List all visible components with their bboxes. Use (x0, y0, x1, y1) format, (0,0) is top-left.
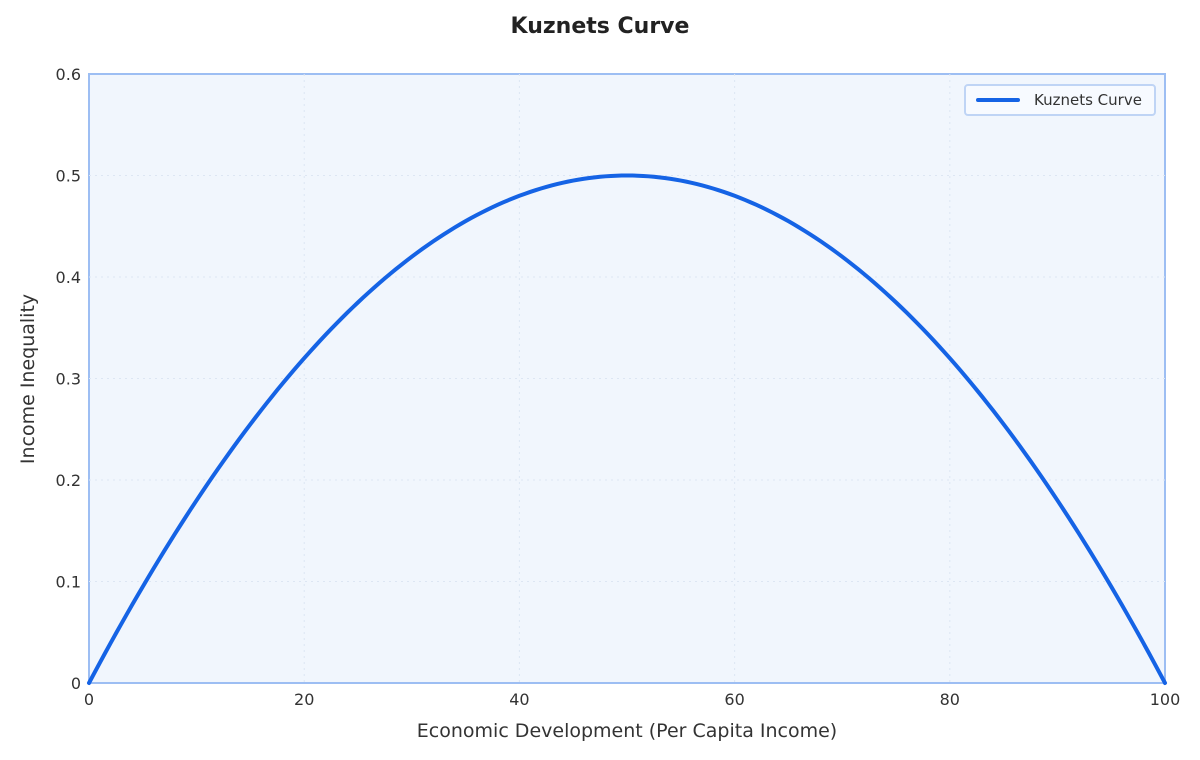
y-tick-label: 0.4 (56, 268, 81, 287)
legend-label: Kuznets Curve (1034, 91, 1142, 109)
y-tick-label: 0.1 (56, 573, 81, 592)
y-axis-ticks: 0 0.1 0.2 0.3 0.4 0.5 0.6 (56, 65, 81, 693)
x-tick-label: 20 (294, 690, 314, 709)
x-axis-ticks: 0 20 40 60 80 100 (84, 690, 1180, 709)
kuznets-curve-line (87, 173, 1167, 685)
x-tick-label: 0 (84, 690, 94, 709)
plot-area (88, 73, 1166, 684)
y-tick-label: 0.6 (56, 65, 81, 84)
y-axis-label: Income Inequality (17, 294, 39, 464)
y-tick-label: 0.2 (56, 471, 81, 490)
y-tick-label: 0 (71, 674, 81, 693)
legend-line-swatch-icon (976, 98, 1020, 102)
legend: Kuznets Curve (964, 84, 1156, 116)
x-tick-label: 100 (1150, 690, 1181, 709)
x-tick-label: 80 (940, 690, 960, 709)
chart-title: Kuznets Curve (510, 14, 690, 39)
y-tick-label: 0.3 (56, 370, 81, 389)
x-axis-label: Economic Development (Per Capita Income) (417, 720, 837, 742)
x-tick-label: 40 (509, 690, 529, 709)
x-tick-label: 60 (724, 690, 744, 709)
y-tick-label: 0.5 (56, 167, 81, 186)
